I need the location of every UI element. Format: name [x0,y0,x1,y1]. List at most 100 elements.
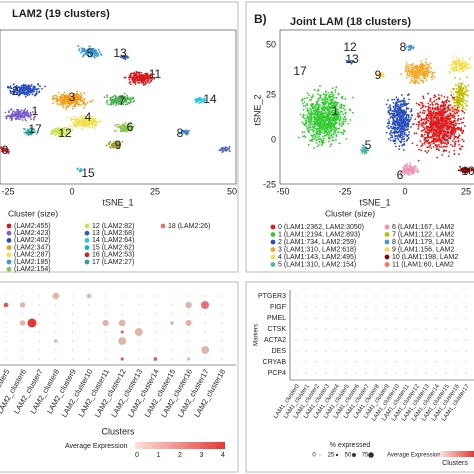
cell-point [392,127,395,130]
cell-point [445,149,448,152]
cell-point [434,95,437,98]
cell-point [330,143,333,146]
cell-point [20,109,23,112]
cell-point [32,90,35,93]
cell-point [17,108,20,111]
cell-point [406,128,409,131]
legend-swatch [6,230,12,236]
cell-point [458,58,461,61]
cluster-label: 14 [203,92,217,106]
cell-point [442,150,445,153]
cell-point [78,103,81,106]
cell-point [198,102,200,104]
cell-point [400,103,403,105]
cell-point [456,90,459,93]
cell-point [12,113,14,116]
cell-point [433,142,436,144]
cell-point [315,130,318,133]
legend-label: (LAM2:154) [14,266,51,273]
cell-point [452,55,455,58]
cell-point [302,122,305,125]
cell-point [317,113,319,116]
cell-point [14,118,17,120]
cell-point [390,109,392,112]
cell-point [428,130,431,132]
cell-point [109,103,111,106]
cell-point [320,118,323,121]
cell-point [29,116,32,119]
cell-point [128,76,130,79]
cell-point [145,72,147,75]
cell-point [147,76,149,78]
cell-point [445,118,448,121]
cluster-label: 17 [28,122,42,136]
cell-point [333,96,335,99]
cell-point [79,124,82,127]
cell-point [430,119,433,122]
cell-point [54,134,57,136]
cell-point [317,144,320,146]
cell-point [428,127,431,130]
cell-point [71,99,74,102]
cell-point [450,135,452,138]
cell-point [133,78,136,81]
cell-point [74,105,77,108]
cell-point [21,84,23,87]
cell-point [305,122,308,125]
cell-point [416,144,419,147]
cell-point [401,115,403,118]
cell-point [361,149,364,152]
cell-point [425,120,428,123]
cell-point [59,135,62,138]
cell-point [317,99,320,102]
cell-point [453,124,456,127]
cell-point [450,94,453,97]
cell-point [448,115,451,118]
cell-point [440,122,443,125]
cell-point [93,55,95,58]
cell-point [412,47,414,50]
cell-point [26,109,29,112]
cell-point [89,118,91,121]
cell-point [89,50,91,53]
cell-point [449,143,452,146]
legend-label: (LAM2:423) [14,230,51,237]
cell-point [72,118,75,121]
cell-point [449,104,452,106]
cell-point [323,121,326,124]
cell-point [441,100,444,103]
cell-point [454,104,456,107]
cell-point [461,89,464,92]
cell-point [459,148,462,151]
x-tick-label: 50 [227,186,237,196]
cell-point [320,131,323,134]
cell-point [73,95,76,98]
cell-point [225,149,227,152]
cell-point [462,66,465,68]
cell-point [432,119,435,122]
cell-point [444,115,447,118]
cell-point [399,136,402,139]
cell-point [432,112,435,114]
cell-point [11,118,13,121]
cell-point [198,99,201,102]
cell-point [30,90,33,93]
cell-point [390,112,393,115]
cluster-label: 5 [87,46,94,60]
cell-point [462,88,465,90]
cell-point [327,131,330,134]
cell-point [44,85,46,88]
cell-point [457,169,460,172]
cell-point [59,99,62,102]
cell-point [427,106,430,109]
cell-point [311,96,313,99]
cell-point [456,57,458,60]
cell-point [430,110,433,113]
cell-point [121,124,124,127]
cell-point [432,124,434,127]
cell-point [222,149,225,152]
cell-point [425,68,428,71]
cell-point [310,114,313,117]
cell-point [344,112,347,114]
cell-point [461,96,464,98]
